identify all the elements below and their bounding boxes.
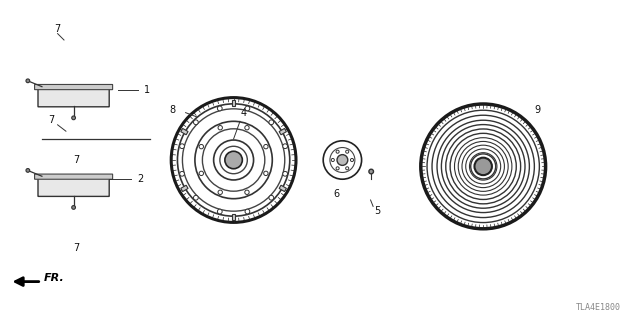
Circle shape — [193, 195, 198, 200]
FancyBboxPatch shape — [38, 88, 109, 107]
Circle shape — [269, 195, 274, 200]
Circle shape — [72, 205, 76, 209]
Bar — [279, 128, 287, 135]
Circle shape — [346, 150, 349, 153]
Text: 2: 2 — [138, 174, 144, 184]
Bar — [180, 185, 188, 192]
Circle shape — [26, 169, 29, 172]
Circle shape — [180, 144, 184, 148]
Circle shape — [199, 171, 204, 176]
Circle shape — [218, 106, 222, 111]
Circle shape — [193, 120, 198, 125]
FancyBboxPatch shape — [38, 178, 109, 196]
Text: 1: 1 — [144, 84, 150, 95]
Text: 9: 9 — [534, 105, 541, 116]
Text: 8: 8 — [170, 105, 176, 116]
Text: TLA4E1800: TLA4E1800 — [576, 303, 621, 312]
Circle shape — [199, 144, 204, 149]
Bar — [232, 214, 236, 220]
Text: 4: 4 — [240, 108, 246, 118]
Bar — [279, 185, 287, 192]
Circle shape — [244, 190, 249, 195]
Circle shape — [337, 155, 348, 165]
Circle shape — [72, 116, 76, 120]
Text: 7: 7 — [54, 24, 61, 34]
FancyBboxPatch shape — [35, 174, 113, 179]
Circle shape — [283, 144, 287, 148]
Circle shape — [421, 104, 545, 229]
Text: FR.: FR. — [44, 273, 64, 284]
Circle shape — [26, 79, 29, 83]
Circle shape — [218, 125, 223, 130]
Circle shape — [245, 209, 250, 214]
Circle shape — [218, 190, 223, 195]
Circle shape — [336, 167, 339, 170]
Circle shape — [264, 171, 268, 176]
Circle shape — [218, 209, 222, 214]
Text: 6: 6 — [333, 188, 339, 199]
FancyBboxPatch shape — [35, 84, 113, 90]
Circle shape — [323, 141, 362, 179]
Text: 7: 7 — [74, 155, 80, 165]
Circle shape — [351, 158, 353, 162]
Circle shape — [346, 167, 349, 170]
Text: 7: 7 — [48, 115, 54, 125]
Circle shape — [180, 172, 184, 176]
Text: 5: 5 — [374, 206, 381, 216]
Circle shape — [336, 150, 339, 153]
Bar — [232, 100, 236, 106]
Text: 7: 7 — [74, 243, 80, 253]
Bar — [180, 128, 188, 135]
Circle shape — [244, 125, 249, 130]
Circle shape — [283, 172, 287, 176]
Circle shape — [369, 169, 374, 174]
Circle shape — [172, 98, 296, 222]
Circle shape — [245, 106, 250, 111]
Circle shape — [474, 158, 492, 175]
Circle shape — [264, 144, 268, 149]
Circle shape — [332, 158, 334, 162]
Circle shape — [269, 120, 274, 125]
Circle shape — [225, 151, 243, 169]
